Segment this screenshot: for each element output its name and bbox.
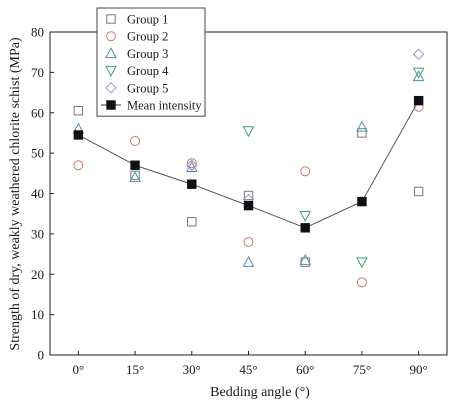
legend-marker (105, 82, 117, 94)
data-point (357, 128, 367, 138)
legend-label: Group 2 (127, 30, 168, 44)
legend-marker (106, 31, 116, 42)
data-point (412, 67, 425, 79)
data-point (243, 236, 254, 247)
data-point (412, 48, 425, 60)
data-point (412, 70, 425, 82)
data-point (73, 106, 84, 116)
x-tick-label: 75° (353, 362, 371, 377)
data-point (299, 211, 312, 222)
data-point (187, 217, 197, 227)
data-point (242, 126, 255, 138)
series-6 (73, 95, 424, 233)
data-point (242, 255, 255, 267)
y-tick-label: 80 (31, 25, 44, 40)
x-tick-label: 60° (296, 362, 314, 377)
data-point (356, 120, 368, 132)
data-point (413, 95, 424, 106)
x-tick-label: 0° (73, 362, 85, 377)
y-tick-label: 40 (31, 186, 44, 201)
legend-box (96, 7, 206, 117)
legend-label: Group 1 (127, 13, 168, 27)
data-point (130, 160, 140, 170)
data-point (243, 190, 254, 201)
data-point (300, 166, 311, 177)
series-2 (73, 101, 424, 288)
y-tick-label: 10 (31, 307, 44, 322)
data-point (73, 130, 84, 140)
series-5 (186, 48, 425, 206)
y-tick-label: 60 (31, 105, 44, 120)
legend-label: Mean intensity (127, 99, 202, 113)
data-point (243, 200, 254, 211)
data-point (413, 186, 424, 197)
y-tick-label: 20 (31, 267, 44, 282)
series-4 (242, 67, 425, 269)
legend-marker (106, 14, 116, 24)
data-point (299, 253, 312, 265)
ticks: 0 10 20 30 40 50 60 70 80 0° 15° 30° 45° 60° 75° 90° (31, 25, 428, 378)
legend-marker (105, 47, 117, 59)
legend-label: Group 4 (127, 64, 169, 78)
data-point (185, 160, 198, 172)
legend-label: Group 5 (127, 81, 168, 95)
data-point (357, 196, 367, 207)
y-axis-label: Strength of dry, weakly weathered chlori… (8, 37, 23, 351)
legend-label: Group 3 (127, 47, 168, 61)
x-tick-label: 15° (126, 362, 144, 377)
legend: Group 1 Group 2 Group 3 Group 4 Group 5 Mean … (96, 7, 206, 117)
y-tick-label: 70 (31, 65, 44, 80)
x-tick-label: 30° (183, 362, 201, 377)
data-point (300, 257, 310, 267)
data-point (186, 158, 197, 169)
data-point (129, 171, 141, 183)
x-axis-label: Bedding angle (°) (210, 385, 310, 400)
data-point (356, 257, 368, 269)
data-point (73, 160, 84, 171)
data-point (130, 136, 141, 147)
legend-marker (106, 100, 116, 110)
y-tick-label: 50 (31, 146, 44, 161)
data-point (356, 277, 367, 288)
data-point (186, 159, 198, 171)
data-point (187, 179, 197, 189)
series-layer (72, 48, 425, 288)
data-point (300, 223, 310, 233)
x-tick-label: 45° (239, 362, 257, 377)
x-tick-label: 90° (410, 362, 428, 377)
y-tick-label: 30 (31, 226, 44, 241)
y-tick-label: 0 (38, 348, 45, 363)
legend-marker (105, 65, 117, 77)
